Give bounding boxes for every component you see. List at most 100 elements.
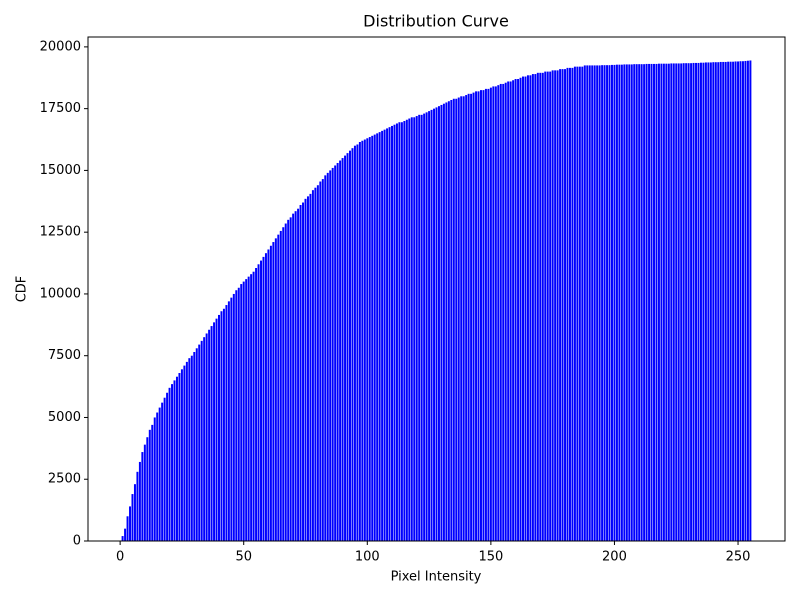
bar <box>687 63 690 542</box>
bar <box>729 61 732 542</box>
bar <box>665 63 668 542</box>
bar <box>650 63 653 541</box>
y-tick-label: 10000 <box>40 286 81 301</box>
bar <box>371 135 374 541</box>
bar <box>269 245 272 541</box>
bar <box>430 109 433 541</box>
bar <box>297 208 300 542</box>
bar <box>741 61 744 542</box>
x-tick-label: 200 <box>602 550 627 565</box>
y-tick-label: 12500 <box>40 225 81 240</box>
bar <box>601 65 604 541</box>
bar <box>445 102 448 542</box>
bar <box>680 63 683 541</box>
bar <box>630 64 633 542</box>
bar <box>423 113 426 542</box>
bar <box>534 74 537 541</box>
bar <box>571 67 574 541</box>
bar <box>707 62 710 542</box>
bar <box>326 172 329 541</box>
bar <box>620 64 623 541</box>
bar <box>470 93 473 541</box>
bar <box>235 290 238 541</box>
bar <box>218 314 220 541</box>
bar <box>719 61 722 541</box>
bar <box>685 63 688 542</box>
bar <box>482 90 485 541</box>
bar <box>539 72 542 541</box>
bar <box>193 352 196 541</box>
bar <box>512 80 515 541</box>
bar <box>690 63 693 542</box>
bar <box>702 62 705 541</box>
bar <box>208 329 211 541</box>
bar <box>695 62 698 542</box>
bar <box>133 484 136 541</box>
x-axis-label: Pixel Intensity <box>391 570 482 585</box>
bar <box>714 62 717 541</box>
bar <box>267 249 270 541</box>
bar <box>358 142 361 541</box>
bar <box>151 424 154 541</box>
bar <box>692 62 695 542</box>
bar <box>353 145 356 542</box>
bar <box>272 242 275 541</box>
bar <box>662 63 665 542</box>
bar <box>408 118 411 541</box>
bar <box>472 92 475 542</box>
bar <box>507 81 510 542</box>
bar <box>287 219 290 541</box>
y-tick-label: 0 <box>73 534 81 549</box>
bar <box>717 62 720 541</box>
chart-title: Distribution Curve <box>363 12 509 31</box>
bar <box>195 348 198 541</box>
bar <box>544 71 547 542</box>
bar <box>309 193 312 541</box>
bar <box>635 64 638 542</box>
bar <box>734 61 737 541</box>
bar <box>188 358 191 541</box>
bar <box>465 95 468 541</box>
bar <box>279 230 282 542</box>
bar <box>381 130 384 541</box>
bar <box>727 61 730 542</box>
bar <box>386 128 389 542</box>
bar <box>373 134 376 541</box>
bar <box>376 133 379 541</box>
y-tick-label: 2500 <box>48 472 81 487</box>
bar <box>230 297 233 541</box>
bar <box>161 402 164 541</box>
bar <box>519 77 522 541</box>
bar <box>435 107 438 541</box>
bar <box>623 64 626 542</box>
bar <box>484 88 487 541</box>
bar <box>475 91 478 542</box>
bar <box>546 71 549 542</box>
bar <box>156 412 159 541</box>
bar <box>247 276 250 541</box>
bar <box>480 90 482 541</box>
bar <box>413 117 416 541</box>
bar <box>205 333 208 541</box>
bar <box>361 140 364 541</box>
bar <box>383 129 386 541</box>
bar <box>334 165 337 541</box>
bar <box>284 223 287 541</box>
bar <box>129 506 132 541</box>
bar <box>319 181 322 541</box>
bar <box>556 70 559 542</box>
bar <box>437 106 440 542</box>
bar <box>610 64 613 541</box>
bar <box>559 69 562 541</box>
bar <box>126 516 129 541</box>
bar <box>675 63 678 541</box>
bar <box>638 64 641 542</box>
bar <box>697 62 700 542</box>
bar <box>227 301 230 541</box>
bar <box>598 65 601 541</box>
bar <box>549 71 552 542</box>
bar <box>175 376 178 541</box>
bar <box>625 64 628 542</box>
